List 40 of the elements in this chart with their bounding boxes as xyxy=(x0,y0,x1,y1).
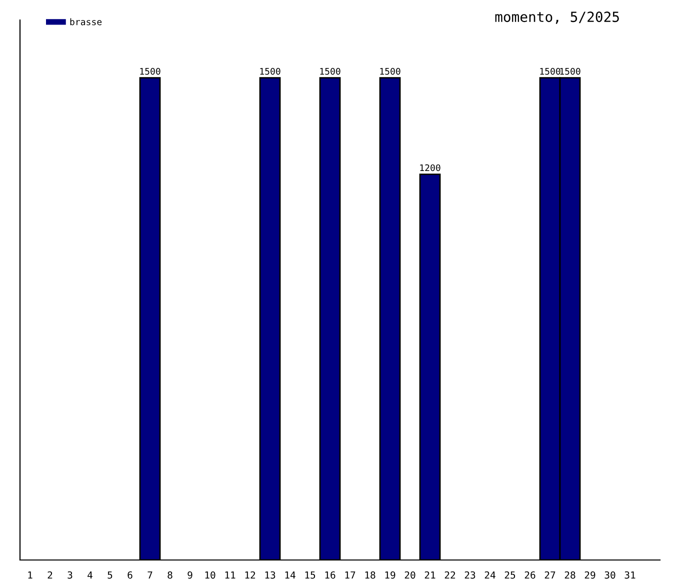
x-tick-label: 2 xyxy=(48,571,52,579)
x-tick-label: 4 xyxy=(88,571,92,579)
x-tick-label: 1 xyxy=(28,571,32,579)
data-label: 1500 xyxy=(260,68,280,75)
x-tick-label: 23 xyxy=(464,571,476,579)
x-tick-label: 18 xyxy=(365,571,376,579)
x-tick-label: 30 xyxy=(604,571,616,579)
data-label: 1500 xyxy=(540,68,560,75)
legend-label: brasse xyxy=(70,18,102,26)
x-tick-label: 13 xyxy=(265,571,276,579)
x-tick-label: 16 xyxy=(325,571,336,579)
x-tick-label: 17 xyxy=(345,571,356,579)
data-label: 1500 xyxy=(380,68,400,75)
x-tick-label: 22 xyxy=(444,571,456,579)
data-label: 1500 xyxy=(320,68,340,75)
x-tick-label: 29 xyxy=(584,571,596,579)
x-tick-label: 7 xyxy=(148,571,152,579)
x-tick-label: 11 xyxy=(225,571,236,579)
data-label: 1200 xyxy=(420,164,440,172)
data-label: 1500 xyxy=(140,68,160,75)
x-tick-label: 10 xyxy=(205,571,216,579)
x-tick-label: 14 xyxy=(285,571,296,579)
x-tick-label: 25 xyxy=(504,571,516,579)
x-tick-label: 28 xyxy=(564,571,576,579)
x-tick-label: 9 xyxy=(188,571,192,579)
data-label: 1500 xyxy=(560,68,580,75)
x-tick-label: 8 xyxy=(168,571,172,579)
x-tick-label: 20 xyxy=(404,571,416,579)
x-tick-label: 3 xyxy=(68,571,72,579)
x-tick-label: 19 xyxy=(385,571,396,579)
chart-title: momento, 5/2025 xyxy=(495,12,619,24)
x-tick-label: 6 xyxy=(128,571,132,579)
x-tick-label: 27 xyxy=(544,571,556,579)
x-tick-label: 24 xyxy=(484,571,496,579)
x-tick-label: 21 xyxy=(424,571,436,579)
x-tick-label: 15 xyxy=(305,571,316,579)
x-tick-label: 26 xyxy=(524,571,536,579)
x-tick-label: 5 xyxy=(108,571,112,579)
x-tick-label: 31 xyxy=(624,571,636,579)
x-tick-label: 12 xyxy=(245,571,256,579)
